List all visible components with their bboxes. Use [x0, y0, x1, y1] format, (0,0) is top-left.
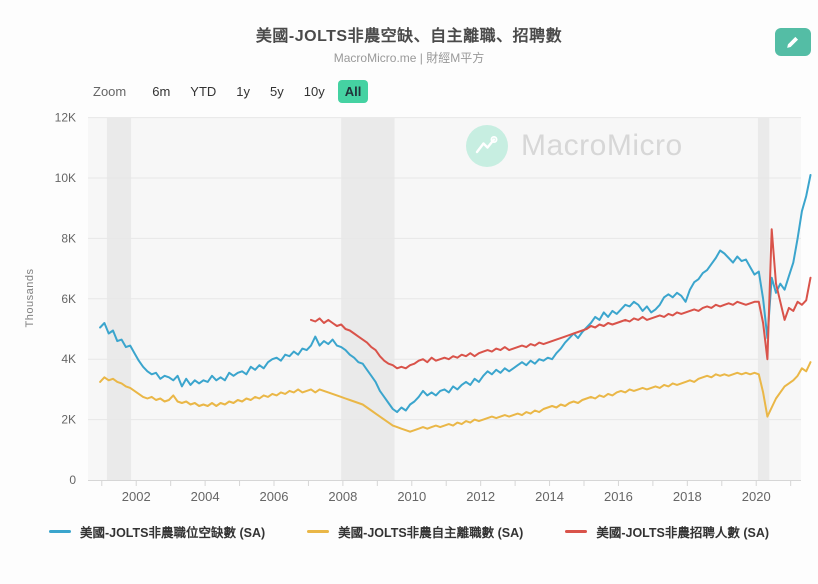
- range-button-10y[interactable]: 10y: [297, 80, 332, 103]
- legend-item-job-openings[interactable]: 美國-JOLTS非農職位空缺數 (SA): [48, 522, 266, 541]
- y-tick-label: 0: [69, 473, 76, 487]
- y-tick-label: 4K: [61, 352, 76, 366]
- x-tick-label: 2016: [604, 489, 633, 504]
- range-button-5y[interactable]: 5y: [263, 80, 291, 103]
- chart-subtitle: MacroMicro.me | 財經M平方: [333, 51, 485, 65]
- legend-label: 美國-JOLTS非農自主離職數 (SA): [338, 526, 524, 540]
- page-title: 美國-JOLTS非農空缺、自主離職、招聘數: [255, 28, 563, 45]
- hires-line[interactable]: [310, 228, 812, 370]
- x-tick-label: 2012: [466, 489, 495, 504]
- zoom-label: Zoom: [93, 84, 127, 99]
- x-tick-label: 2004: [191, 489, 220, 504]
- range-toolbar: Zoom 6m YTD 1y 5y 10y All: [93, 80, 371, 103]
- y-tick-label: 8K: [61, 231, 76, 245]
- x-tick-label: 2018: [673, 489, 702, 504]
- y-tick-label: 2K: [61, 413, 76, 427]
- job-openings-line[interactable]: [99, 174, 812, 414]
- legend-dash-blue: [48, 530, 71, 533]
- range-button-all[interactable]: All: [337, 80, 369, 103]
- x-tick-label: 2002: [122, 489, 151, 504]
- x-tick-label: 2008: [328, 489, 357, 504]
- y-axis-title: Thousands: [24, 268, 36, 328]
- x-tick-label: 2020: [742, 489, 771, 504]
- range-button-1y[interactable]: 1y: [229, 80, 257, 103]
- legend-dash-yellow: [307, 530, 330, 533]
- range-button-6m[interactable]: 6m: [145, 80, 177, 103]
- chart-legend: 美國-JOLTS非農職位空缺數 (SA) 美國-JOLTS非農自主離職數 (SA…: [0, 522, 818, 541]
- legend-item-quits[interactable]: 美國-JOLTS非農自主離職數 (SA): [307, 522, 523, 541]
- range-button-ytd[interactable]: YTD: [183, 80, 223, 103]
- edit-chart-button[interactable]: [775, 28, 811, 56]
- legend-dash-red: [565, 530, 588, 533]
- legend-label: 美國-JOLTS非農職位空缺數 (SA): [79, 526, 266, 540]
- y-tick-label: 10K: [55, 171, 76, 185]
- y-tick-label: 6K: [61, 292, 76, 306]
- x-tick-label: 2010: [397, 489, 426, 504]
- quits-line[interactable]: [99, 361, 812, 433]
- pencil-icon: [785, 34, 801, 50]
- x-tick-label: 2014: [535, 489, 564, 504]
- y-tick-label: 12K: [55, 111, 76, 125]
- x-tick-label: 2006: [260, 489, 289, 504]
- legend-label: 美國-JOLTS非農招聘人數 (SA): [596, 526, 770, 540]
- legend-item-hires[interactable]: 美國-JOLTS非農招聘人數 (SA): [565, 522, 769, 541]
